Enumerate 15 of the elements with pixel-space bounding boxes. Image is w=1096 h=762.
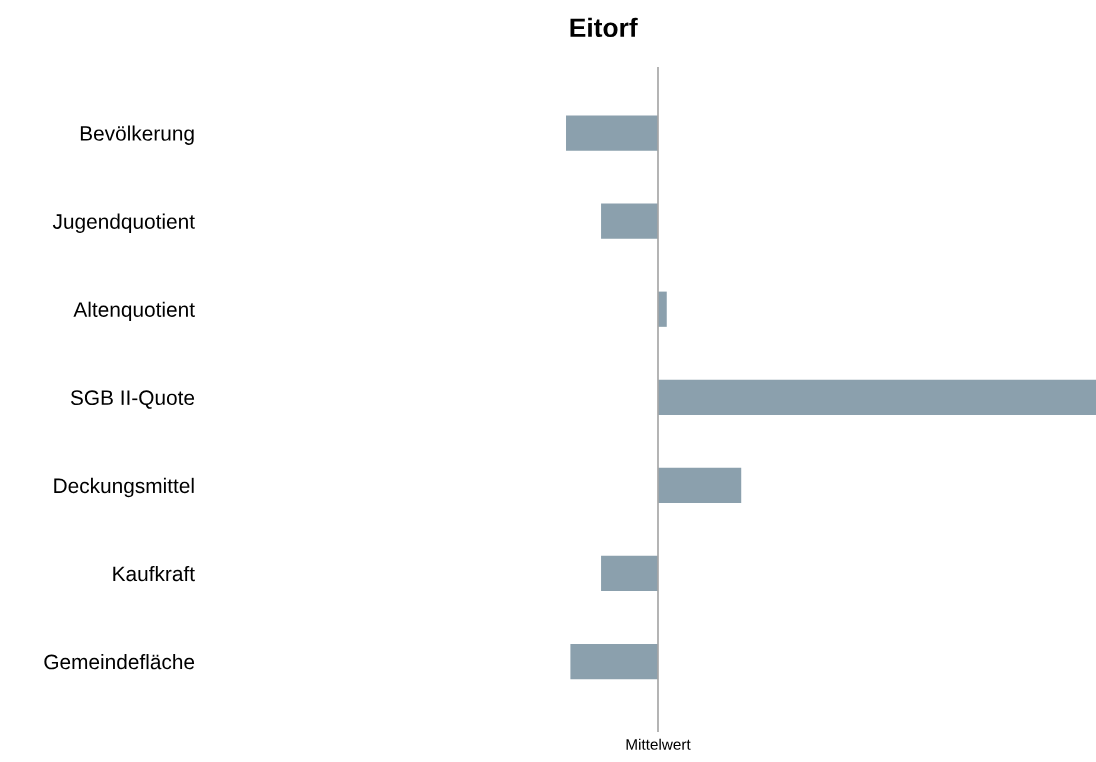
bar (601, 555, 658, 592)
y-tick-label: Gemeindefläche (44, 653, 195, 670)
y-tick-label: SGB II-Quote (70, 390, 195, 409)
bar (566, 115, 658, 151)
y-tick-label: Kaufkraft (113, 565, 195, 582)
y-tick-label: Bevölkerung (80, 125, 194, 145)
ref-line-label: Mittelwert (626, 738, 691, 750)
chart-title: Eitorf (570, 17, 638, 38)
bar (570, 643, 658, 680)
bar (658, 379, 1096, 415)
bar (601, 203, 658, 239)
y-tick-label: Deckungsmittel (54, 477, 194, 498)
bar (658, 467, 742, 503)
y-tick-label: Jugendquotient (52, 213, 195, 234)
y-tick-label: Altenquotient (73, 301, 195, 322)
